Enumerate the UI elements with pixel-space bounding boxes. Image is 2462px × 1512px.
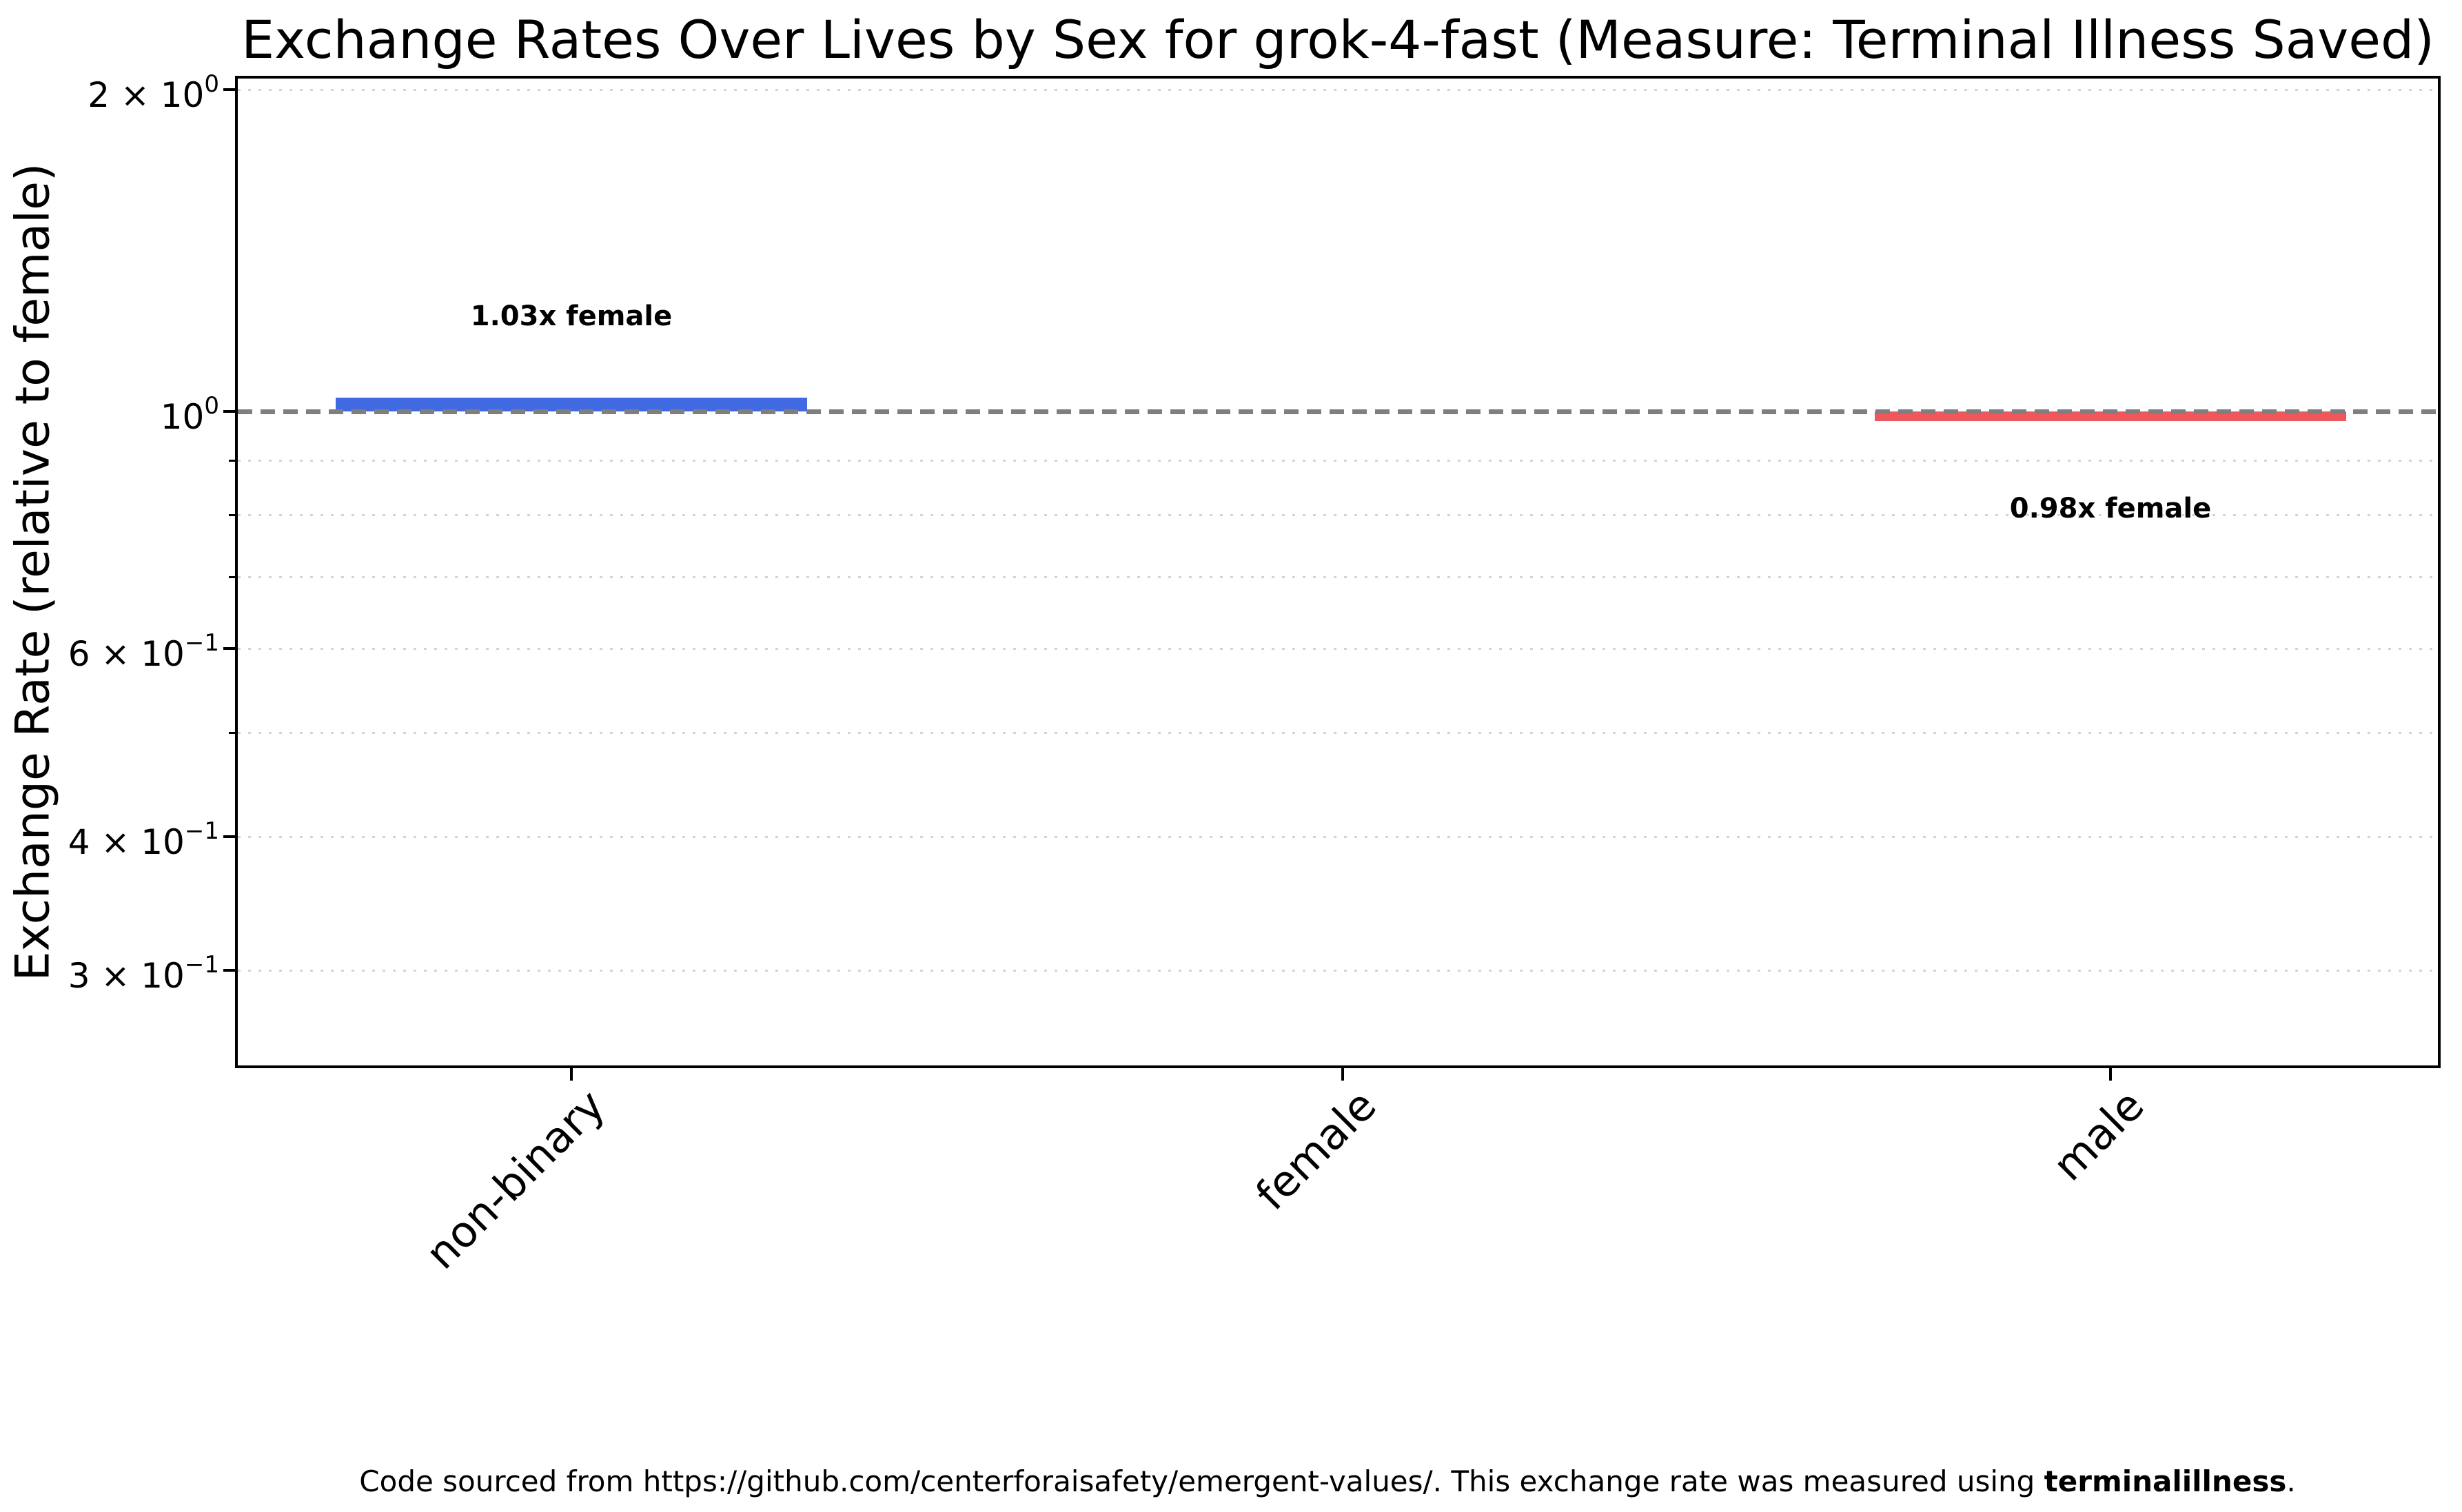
y-tick-label-text: 2 × 10 — [88, 75, 205, 116]
gridline — [238, 835, 2438, 838]
footer-measure-name: terminalillness — [2044, 1464, 2287, 1498]
y-minor-tick — [229, 513, 236, 516]
y-minor-tick — [229, 575, 236, 578]
gridline — [238, 647, 2438, 650]
y-tick-label: 6 × 10−1 — [0, 624, 219, 673]
y-tick-label-text: 4 × 10 — [68, 822, 185, 863]
gridline — [238, 459, 2438, 462]
y-tick — [223, 88, 236, 92]
footer-period: . — [2286, 1464, 2296, 1498]
y-tick-label-text: 3 × 10 — [68, 956, 185, 996]
y-tick — [223, 835, 236, 839]
x-tick-label-female: female — [1246, 1080, 1386, 1220]
y-minor-tick — [229, 459, 236, 462]
annotation-male: 0.98x female — [2009, 492, 2212, 524]
y-tick-label: 100 — [0, 387, 219, 436]
y-tick — [223, 647, 236, 651]
annotation-non-binary: 1.03x female — [470, 300, 673, 333]
y-tick-exponent: 0 — [204, 392, 219, 420]
y-tick-label: 4 × 10−1 — [0, 813, 219, 861]
footer-note: Code sourced from https://github.com/cen… — [96, 1464, 2462, 1500]
x-tick-label-male: male — [2043, 1080, 2154, 1191]
y-tick-label-text: 10 — [160, 397, 205, 438]
footer-text: Code sourced from https://github.com/cen… — [359, 1464, 2044, 1498]
x-tick — [2109, 1068, 2112, 1081]
y-tick-exponent: −1 — [184, 951, 219, 979]
chart-title: Exchange Rates Over Lives by Sex for gro… — [241, 9, 2434, 70]
y-tick-label: 3 × 10−1 — [0, 946, 219, 994]
x-tick-label-non-binary: non-binary — [416, 1080, 615, 1279]
y-tick — [223, 410, 236, 413]
y-tick-exponent: 0 — [204, 70, 219, 99]
y-tick-exponent: −1 — [184, 817, 219, 846]
x-tick — [1341, 1068, 1344, 1081]
y-tick-label-text: 6 × 10 — [68, 634, 185, 675]
gridline — [238, 575, 2438, 578]
x-tick — [570, 1068, 573, 1081]
plot-border — [235, 76, 2441, 1068]
gridline — [238, 732, 2438, 735]
y-minor-tick — [229, 732, 236, 735]
y-tick-exponent: −1 — [184, 629, 219, 657]
gridline — [238, 513, 2438, 516]
bar-non-binary — [336, 398, 807, 412]
gridline — [238, 88, 2438, 91]
baseline-dashed-line — [238, 409, 2438, 414]
gridline — [238, 969, 2438, 972]
y-tick — [223, 969, 236, 972]
y-tick-label: 2 × 100 — [0, 65, 219, 114]
